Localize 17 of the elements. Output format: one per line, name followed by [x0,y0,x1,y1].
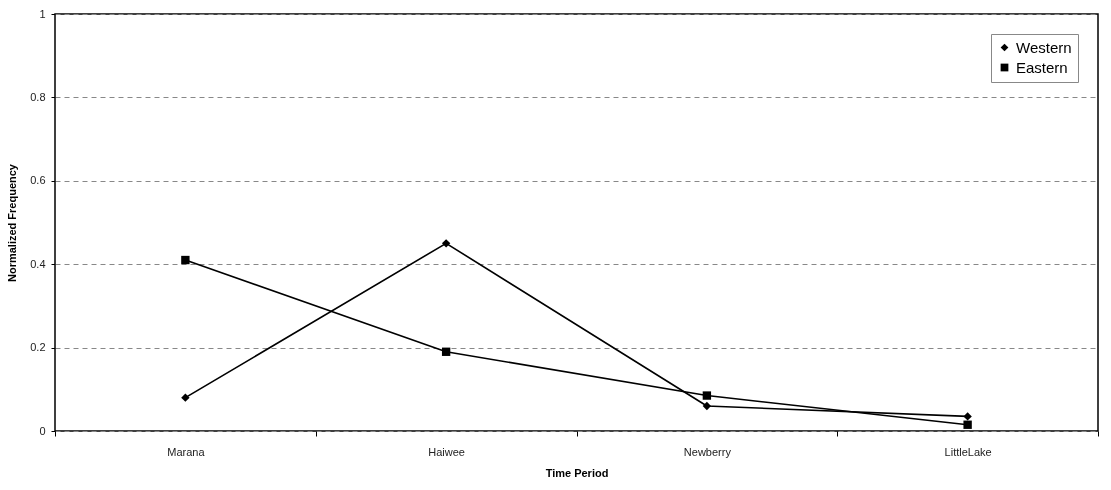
x-axis-title: Time Period [545,466,609,479]
legend-label: Eastern [1016,58,1068,76]
x-tick-label: Marana [167,445,206,458]
point [181,255,190,265]
y-tick-label: 0.2 [30,341,46,354]
y-tick-label: 1 [39,7,46,20]
x-tick-label: LittleLake [944,445,992,458]
y-tick-label: 0.6 [30,174,46,187]
x-tick-label: Haiwee [428,445,465,458]
point [181,393,190,402]
y-tick-label: 0 [39,424,46,437]
x-tick-label: Newberry [683,445,732,458]
y-tick-label: 0.8 [30,90,46,103]
y-axis-title: Normalized Frequency [6,163,19,282]
point [963,420,972,429]
legend-label: Western [1016,38,1072,56]
y-tick-label: 0.4 [30,257,46,270]
